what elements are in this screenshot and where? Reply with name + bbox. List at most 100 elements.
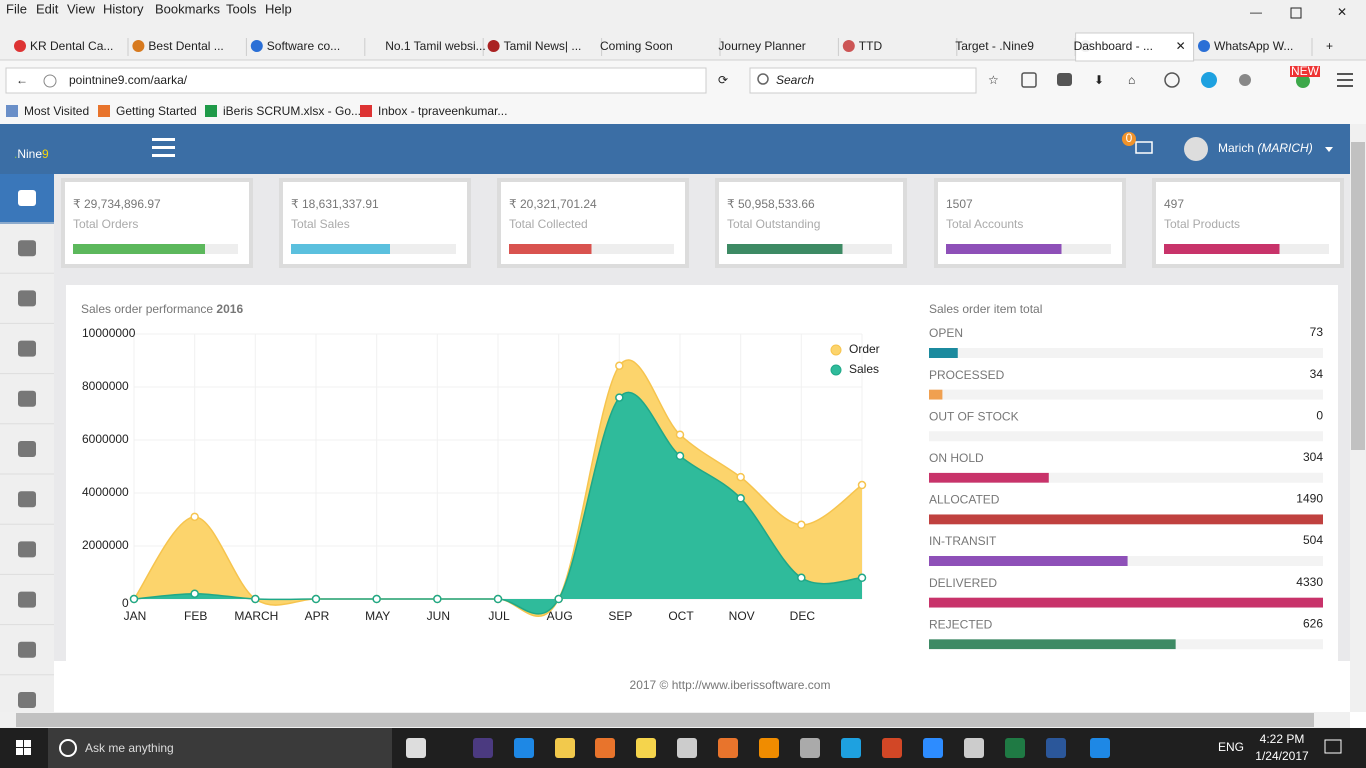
data-point[interactable] — [493, 594, 503, 604]
data-point[interactable] — [736, 494, 745, 503]
bookmark[interactable]: Getting Started — [116, 104, 197, 118]
data-point[interactable] — [675, 430, 685, 439]
data-point[interactable] — [797, 573, 806, 583]
sidebar-icon[interactable] — [18, 591, 36, 608]
bookmark-star[interactable]: ☆ — [988, 73, 999, 87]
tab-title[interactable]: Tamil News| ... — [504, 39, 582, 53]
data-point[interactable] — [190, 512, 199, 522]
data-point[interactable] — [857, 480, 867, 490]
logo[interactable]: .Nine9 — [14, 147, 49, 161]
sidebar-icon[interactable] — [18, 641, 36, 658]
data-point[interactable] — [615, 361, 624, 371]
legend-label[interactable]: Sales — [849, 362, 879, 376]
tab-close[interactable]: ✕ — [1176, 39, 1186, 53]
sidebar-icon[interactable] — [18, 491, 36, 508]
data-point[interactable] — [797, 520, 806, 530]
clock-date[interactable]: 1/24/2017 — [1255, 749, 1309, 763]
legend-label[interactable]: Order — [849, 342, 880, 356]
taskbar-app[interactable] — [882, 738, 902, 758]
tab-title[interactable]: Dashboard - ... — [1074, 39, 1153, 53]
bookmark[interactable]: Most Visited — [24, 104, 89, 118]
sidebar-icon[interactable] — [18, 340, 36, 357]
menu-bar-3[interactable] — [1337, 85, 1353, 87]
taskbar-app[interactable] — [1046, 738, 1066, 758]
active-tab[interactable] — [1075, 32, 1195, 62]
tab-title[interactable]: Journey Planner — [718, 39, 805, 53]
notification-icon[interactable] — [1135, 141, 1153, 154]
taskbar-app[interactable] — [677, 738, 697, 758]
tab-title[interactable]: Best Dental ... — [148, 39, 223, 53]
pocket-icon[interactable] — [1057, 73, 1072, 86]
data-point[interactable] — [129, 594, 139, 604]
bookmark[interactable]: iBeris SCRUM.xlsx - Go... — [223, 104, 361, 118]
sidebar-icon[interactable] — [18, 541, 36, 558]
sidebar-icon[interactable] — [18, 390, 36, 407]
minimize-button[interactable]: — — [1250, 5, 1262, 19]
new-tab-button[interactable]: + — [1326, 39, 1333, 53]
start-button[interactable] — [16, 740, 31, 755]
globe-icon[interactable] — [1164, 72, 1180, 88]
data-point[interactable] — [675, 451, 685, 461]
taskbar-app[interactable] — [759, 738, 779, 758]
restore-button[interactable] — [1290, 7, 1302, 19]
download-icon[interactable]: ⬇ — [1094, 73, 1104, 87]
clock-time[interactable]: 4:22 PM — [1260, 732, 1305, 746]
language[interactable]: ENG — [1218, 740, 1244, 754]
taskbar-app[interactable] — [514, 738, 534, 758]
url-box[interactable] — [5, 67, 707, 94]
tab-title[interactable]: KR Dental Ca... — [30, 39, 113, 53]
cortana-box[interactable] — [48, 728, 392, 768]
close-button[interactable]: ✕ — [1337, 5, 1347, 19]
menu-item[interactable]: Tools — [226, 1, 257, 16]
taskbar-app[interactable] — [923, 738, 943, 758]
taskbar-app[interactable] — [718, 738, 738, 758]
action-center[interactable] — [1324, 739, 1342, 754]
menu-item[interactable]: History — [103, 1, 144, 16]
bookmark[interactable]: Inbox - tpraveenkumar... — [378, 104, 507, 118]
search-box[interactable] — [749, 67, 977, 94]
taskbar-app[interactable] — [636, 738, 656, 758]
taskbar-app[interactable] — [406, 738, 426, 758]
search-placeholder[interactable]: Search — [776, 73, 814, 87]
taskbar-app[interactable] — [555, 738, 575, 758]
back-button[interactable]: ← — [16, 73, 28, 87]
taskbar-app[interactable] — [841, 738, 861, 758]
avatar[interactable] — [1184, 137, 1208, 161]
sidebar-icon[interactable] — [18, 240, 36, 257]
vertical-scroll-thumb[interactable] — [1351, 142, 1365, 450]
data-point[interactable] — [615, 393, 624, 402]
tab-title[interactable]: TTD — [859, 39, 883, 53]
tab-title[interactable]: Target - .Nine9 — [955, 39, 1034, 53]
addon-icon[interactable] — [1239, 74, 1251, 86]
reader-icon[interactable] — [1021, 72, 1037, 88]
taskbar-app[interactable] — [964, 738, 984, 758]
menu-item[interactable]: Edit — [36, 1, 59, 16]
sidebar-icon[interactable] — [18, 692, 36, 708]
data-point[interactable] — [857, 573, 867, 583]
sidebar-icon[interactable] — [18, 441, 36, 457]
tab-title[interactable]: No.1 Tamil websi... — [385, 39, 485, 53]
info-icon[interactable] — [43, 74, 57, 88]
data-point[interactable] — [372, 594, 381, 604]
horizontal-scroll-thumb[interactable] — [16, 713, 1314, 727]
data-point[interactable] — [433, 594, 442, 604]
home-icon[interactable]: ⌂ — [1128, 73, 1135, 87]
sidebar-icon[interactable] — [18, 290, 36, 307]
data-point[interactable] — [251, 594, 260, 604]
menu-item[interactable]: View — [67, 1, 96, 16]
taskbar-app[interactable] — [473, 738, 493, 758]
data-point[interactable] — [311, 594, 321, 604]
tab-title[interactable]: Coming Soon — [600, 39, 673, 53]
url[interactable]: pointnine9.com/aarka/ — [69, 73, 188, 87]
cortana-search[interactable]: Ask me anything — [85, 741, 174, 755]
data-point[interactable] — [190, 589, 199, 598]
hamburger-3[interactable] — [152, 154, 175, 157]
tab-title[interactable]: Software co... — [267, 39, 340, 53]
taskbar-app[interactable] — [1090, 738, 1110, 758]
menu-item[interactable]: Bookmarks — [155, 1, 221, 16]
taskbar-app[interactable] — [1005, 738, 1025, 758]
taskbar-app[interactable] — [800, 738, 820, 758]
reload-button[interactable]: ⟳ — [718, 73, 728, 87]
sidebar-icon[interactable] — [18, 190, 36, 206]
update-icon[interactable] — [1296, 74, 1310, 88]
